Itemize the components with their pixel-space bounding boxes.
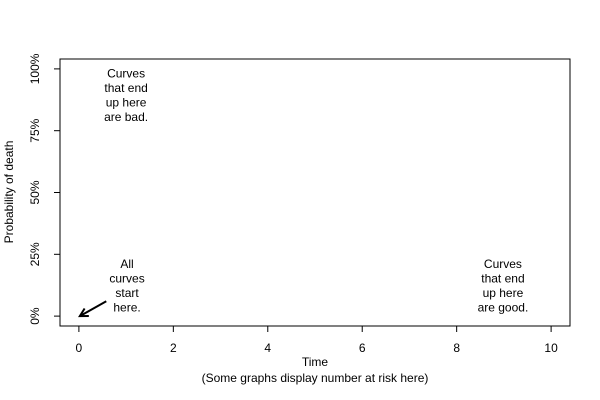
y-tick-label: 100% [28, 53, 42, 84]
x-tick-label: 0 [76, 341, 83, 355]
x-axis-sublabel: (Some graphs display number at risk here… [202, 371, 429, 385]
x-tick-label: 4 [264, 341, 271, 355]
y-tick-label: 25% [28, 242, 42, 266]
arrow-layer [78, 300, 107, 318]
arrow-shaft [79, 300, 107, 317]
annotation-line: Curves [107, 67, 145, 81]
y-axis-label: Probability of death [2, 141, 16, 244]
annotation-line: that end [481, 271, 524, 285]
y-tick-label: 0% [28, 307, 42, 325]
arrow-head [78, 307, 89, 318]
annotation-line: start [115, 286, 139, 300]
annotation-line: that end [104, 81, 147, 95]
x-tick-label: 8 [453, 341, 460, 355]
annotation-line: curves [109, 271, 144, 285]
annotation-line: up here [106, 96, 147, 110]
y-axis: 0% 25% 50% 75% 100% [28, 53, 60, 325]
annotation-line: Curves [484, 257, 522, 271]
x-axis: 0 2 4 6 8 10 [76, 326, 558, 355]
y-tick-label: 50% [28, 180, 42, 204]
annotation-line: up here [483, 286, 524, 300]
x-axis-label: Time [302, 355, 329, 369]
annotation-line: are good. [478, 300, 529, 314]
x-tick-label: 6 [359, 341, 366, 355]
annotation-line: are bad. [104, 110, 148, 124]
x-tick-label: 2 [170, 341, 177, 355]
y-tick-label: 75% [28, 118, 42, 142]
x-tick-label: 10 [544, 341, 558, 355]
annotation-line: here. [113, 300, 140, 314]
annotation-line: All [120, 257, 133, 271]
